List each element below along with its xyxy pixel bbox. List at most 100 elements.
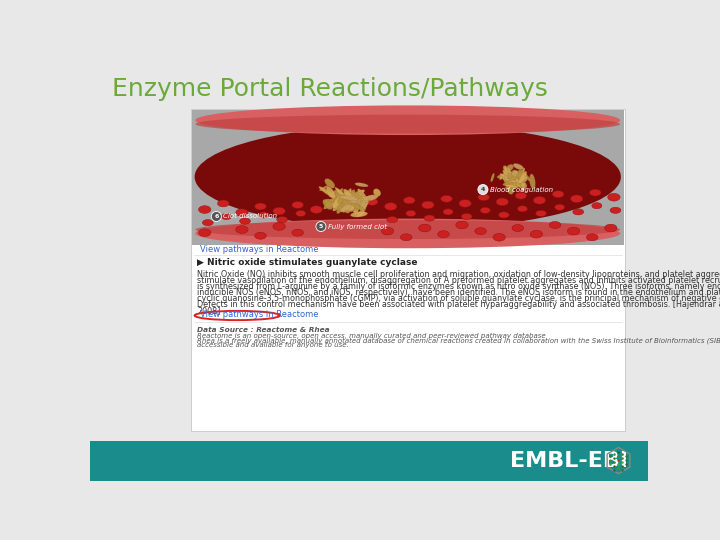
Ellipse shape xyxy=(348,192,354,204)
Ellipse shape xyxy=(346,199,357,204)
Ellipse shape xyxy=(336,191,341,209)
Ellipse shape xyxy=(500,173,510,180)
Ellipse shape xyxy=(506,174,512,181)
Ellipse shape xyxy=(319,186,335,198)
Ellipse shape xyxy=(516,177,522,186)
Ellipse shape xyxy=(332,202,344,208)
Ellipse shape xyxy=(534,197,546,204)
Ellipse shape xyxy=(505,184,518,188)
Ellipse shape xyxy=(507,174,519,183)
Ellipse shape xyxy=(348,202,364,211)
Ellipse shape xyxy=(536,211,546,217)
Circle shape xyxy=(609,455,612,458)
Ellipse shape xyxy=(346,200,361,206)
Ellipse shape xyxy=(586,234,598,241)
Ellipse shape xyxy=(462,213,472,220)
Text: View pathways in Reactome: View pathways in Reactome xyxy=(200,245,318,254)
Ellipse shape xyxy=(506,164,513,171)
Ellipse shape xyxy=(358,197,366,208)
Ellipse shape xyxy=(508,183,521,186)
Ellipse shape xyxy=(343,202,350,213)
Ellipse shape xyxy=(345,193,353,209)
Ellipse shape xyxy=(346,193,355,198)
Ellipse shape xyxy=(351,191,362,204)
Ellipse shape xyxy=(348,198,357,206)
Ellipse shape xyxy=(344,195,351,205)
Ellipse shape xyxy=(513,177,521,184)
Ellipse shape xyxy=(292,229,304,236)
Ellipse shape xyxy=(505,176,510,184)
Text: 6: 6 xyxy=(214,214,218,219)
Ellipse shape xyxy=(358,189,368,202)
Ellipse shape xyxy=(325,199,333,205)
Ellipse shape xyxy=(235,226,248,233)
Ellipse shape xyxy=(511,173,516,185)
Ellipse shape xyxy=(518,168,525,181)
Text: Nitric Oxide (NO) inhibits smooth muscle cell proliferation and migration, oxida: Nitric Oxide (NO) inhibits smooth muscle… xyxy=(197,269,720,279)
Ellipse shape xyxy=(513,172,522,178)
Ellipse shape xyxy=(360,197,367,212)
Ellipse shape xyxy=(517,180,525,187)
Ellipse shape xyxy=(510,171,516,185)
Ellipse shape xyxy=(509,176,522,181)
Circle shape xyxy=(626,463,628,466)
Ellipse shape xyxy=(329,195,341,207)
Ellipse shape xyxy=(342,201,356,208)
Ellipse shape xyxy=(610,207,621,213)
Ellipse shape xyxy=(549,221,561,228)
Ellipse shape xyxy=(346,194,354,212)
Ellipse shape xyxy=(508,173,517,183)
Ellipse shape xyxy=(507,167,511,175)
Ellipse shape xyxy=(503,176,517,181)
Ellipse shape xyxy=(510,182,518,190)
Ellipse shape xyxy=(507,171,515,184)
Ellipse shape xyxy=(496,198,508,206)
Ellipse shape xyxy=(374,189,381,197)
Ellipse shape xyxy=(361,201,369,212)
Ellipse shape xyxy=(240,218,251,224)
Ellipse shape xyxy=(522,176,528,182)
Ellipse shape xyxy=(512,178,518,188)
Ellipse shape xyxy=(344,192,359,202)
Ellipse shape xyxy=(529,174,535,189)
Ellipse shape xyxy=(508,176,513,184)
Ellipse shape xyxy=(508,175,517,183)
Ellipse shape xyxy=(356,196,361,204)
Ellipse shape xyxy=(516,172,524,178)
Ellipse shape xyxy=(348,194,352,202)
Ellipse shape xyxy=(296,211,306,217)
Ellipse shape xyxy=(342,196,358,203)
Ellipse shape xyxy=(340,193,347,208)
Ellipse shape xyxy=(498,212,509,218)
Circle shape xyxy=(626,455,628,458)
Ellipse shape xyxy=(521,183,526,192)
Ellipse shape xyxy=(361,196,375,199)
Ellipse shape xyxy=(512,172,516,186)
Ellipse shape xyxy=(217,200,229,207)
Ellipse shape xyxy=(343,189,353,200)
Ellipse shape xyxy=(258,212,269,218)
Ellipse shape xyxy=(353,194,364,201)
Circle shape xyxy=(621,461,624,464)
Ellipse shape xyxy=(345,205,352,212)
Ellipse shape xyxy=(310,206,323,213)
Ellipse shape xyxy=(326,187,336,199)
Circle shape xyxy=(621,469,624,472)
Ellipse shape xyxy=(508,176,516,181)
Ellipse shape xyxy=(506,177,516,180)
Circle shape xyxy=(613,465,616,468)
Circle shape xyxy=(609,463,612,466)
Ellipse shape xyxy=(480,207,490,213)
Ellipse shape xyxy=(355,196,362,203)
Text: cyclic guanosine-3,5-monophosphate (cGMP), via activation of soluble guanylate c: cyclic guanosine-3,5-monophosphate (cGMP… xyxy=(197,294,720,302)
Ellipse shape xyxy=(336,201,347,209)
Ellipse shape xyxy=(356,194,362,206)
Ellipse shape xyxy=(340,195,358,200)
Text: Enzyme Portal Reactions/Pathways: Enzyme Portal Reactions/Pathways xyxy=(112,77,548,102)
Ellipse shape xyxy=(335,187,348,199)
Ellipse shape xyxy=(333,199,351,204)
Ellipse shape xyxy=(525,174,531,181)
Ellipse shape xyxy=(510,171,518,178)
Ellipse shape xyxy=(348,196,355,202)
Ellipse shape xyxy=(512,171,519,176)
